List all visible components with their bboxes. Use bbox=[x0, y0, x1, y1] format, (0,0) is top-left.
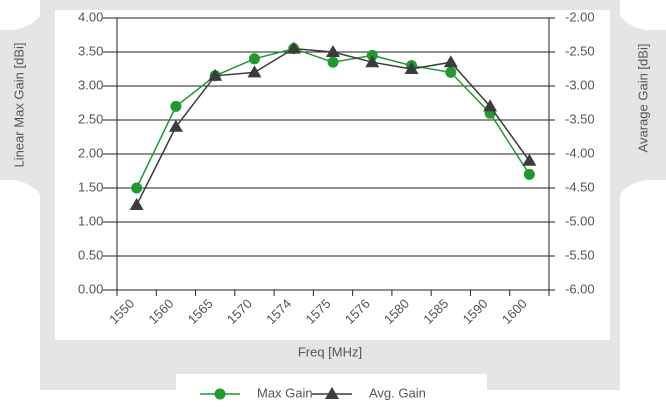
y-tick-label: 4.00 bbox=[78, 9, 103, 24]
y-tick-label: 3.50 bbox=[78, 43, 103, 58]
y2-tick-label: -6.00 bbox=[565, 281, 595, 296]
legend-label: Max Gain bbox=[257, 385, 313, 400]
data-point bbox=[208, 68, 223, 81]
data-point bbox=[168, 119, 183, 132]
y-axis-label: Linear Max Gain [dBi] bbox=[11, 42, 26, 167]
y-tick-label: 1.50 bbox=[78, 179, 103, 194]
data-point bbox=[483, 99, 498, 112]
y2-tick-label: -5.00 bbox=[565, 213, 595, 228]
data-point bbox=[523, 168, 535, 180]
data-point bbox=[443, 55, 458, 68]
data-point bbox=[327, 56, 339, 68]
legend-label: Avg. Gain bbox=[369, 385, 426, 400]
y2-tick-label: -4.00 bbox=[565, 145, 595, 160]
data-point bbox=[404, 62, 419, 74]
y2-tick-label: -2.50 bbox=[565, 43, 595, 58]
data-point bbox=[170, 100, 182, 112]
data-point bbox=[247, 65, 262, 78]
y-tick-label: 3.00 bbox=[78, 77, 103, 92]
y2-tick-label: -3.50 bbox=[565, 111, 595, 126]
y-tick-label: 1.00 bbox=[78, 213, 103, 228]
data-point bbox=[214, 388, 226, 400]
y2-axis-label: Avarage Gain [dBi] bbox=[635, 44, 650, 153]
data-point bbox=[248, 53, 260, 65]
data-point bbox=[326, 45, 340, 57]
data-point bbox=[286, 41, 301, 54]
y-tick-label: 2.50 bbox=[78, 111, 103, 126]
data-point bbox=[131, 182, 143, 194]
data-point bbox=[522, 153, 537, 166]
data-point bbox=[445, 66, 457, 78]
data-point bbox=[129, 198, 144, 210]
y2-tick-label: -2.00 bbox=[565, 9, 595, 24]
data-point bbox=[365, 55, 380, 68]
y2-tick-label: -5.50 bbox=[565, 247, 595, 262]
data-point bbox=[325, 387, 339, 399]
y2-tick-label: -3.00 bbox=[565, 77, 595, 92]
y2-tick-label: -4.50 bbox=[565, 179, 595, 194]
y-tick-label: 2.00 bbox=[78, 145, 103, 160]
x-axis-label: Freq [MHz] bbox=[298, 344, 362, 359]
y-tick-label: 0.00 bbox=[78, 281, 103, 296]
y-tick-label: 0.50 bbox=[78, 247, 103, 262]
